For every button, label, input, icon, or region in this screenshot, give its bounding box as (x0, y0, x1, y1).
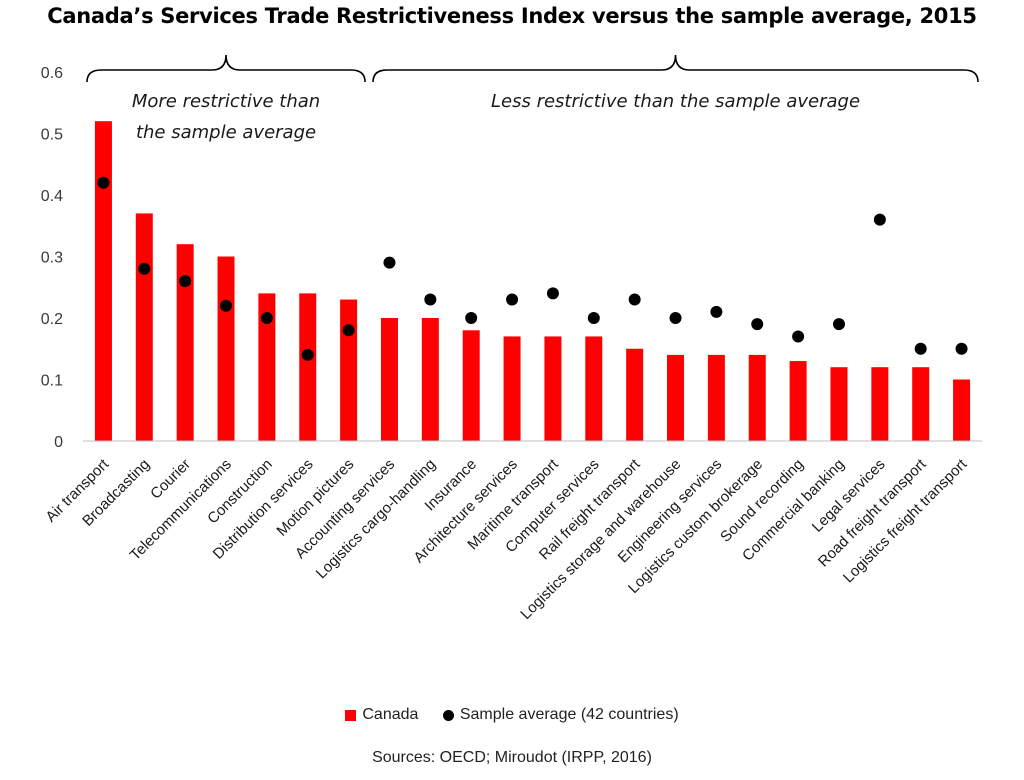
bar-computer-services (585, 336, 603, 441)
dot-logistics-cargo-handling (424, 293, 437, 306)
dot-road-freight-transport (914, 342, 927, 355)
annotation-text: Less restrictive than the sample average (491, 91, 860, 112)
bar-rail-freight-transport (626, 348, 644, 441)
dot-commercial-banking (832, 318, 845, 331)
bar-sound-recording (789, 361, 807, 441)
dot-rail-freight-transport (628, 293, 641, 306)
chart-title: Canada’s Services Trade Restrictiveness … (47, 4, 977, 28)
bar-insurance (462, 330, 480, 441)
bar-construction (258, 293, 276, 441)
bar-courier (176, 244, 194, 441)
bar-telecommunications (217, 256, 235, 441)
legend-label-canada: Canada (362, 706, 419, 723)
source-note: Sources: OECD; Miroudot (IRPP, 2016) (372, 749, 652, 766)
legend-dot-swatch (442, 709, 454, 721)
bar-accounting-services (380, 318, 398, 441)
bar-logistics-cargo-handling (421, 318, 439, 441)
bar-architecture-services (503, 336, 521, 441)
legend-bar-swatch (345, 709, 357, 721)
dot-distribution-services (301, 348, 314, 361)
chart-plot-area: More restrictive than the sample average L… (41, 54, 982, 623)
annotation-bracket (86, 54, 366, 83)
dot-courier (179, 275, 192, 288)
annotation-text: the sample average (136, 122, 316, 143)
dot-construction (260, 312, 273, 324)
bar-commercial-banking (830, 367, 848, 441)
bar-road-freight-transport (912, 367, 930, 441)
dot-computer-services (587, 312, 600, 324)
chart-legend: Canada Sample average (42 countries) (0, 706, 1024, 726)
dot-logistics-custom-brokerage (751, 318, 764, 331)
dot-maritime-transport (546, 287, 559, 300)
y-tick-label: 0.2 (41, 311, 63, 328)
bar-air-transport (94, 121, 112, 441)
bar-logistics-custom-brokerage (748, 354, 766, 441)
dot-insurance (465, 312, 478, 324)
bar-motion-pictures (340, 299, 358, 441)
dot-sound-recording (792, 330, 805, 343)
dot-engineering-services (710, 305, 723, 318)
bar-distribution-services (299, 293, 317, 441)
bar-broadcasting (135, 213, 153, 441)
annotation-text: More restrictive than (132, 91, 320, 112)
dot-broadcasting (138, 262, 151, 275)
y-tick-label: 0.4 (41, 188, 63, 205)
bar-logistics-storage-and-warehouse (667, 354, 685, 441)
y-tick-label: 0.5 (41, 127, 63, 144)
dot-motion-pictures (342, 324, 355, 337)
dot-architecture-services (506, 293, 519, 306)
y-tick-label: 0.6 (41, 65, 63, 82)
y-tick-label: 0 (54, 434, 63, 451)
bar-legal-services (871, 367, 889, 441)
dot-telecommunications (220, 299, 233, 312)
annotation-bracket (372, 54, 979, 83)
dot-air-transport (97, 176, 110, 189)
dot-logistics-freight-transport (955, 342, 968, 355)
y-tick-label: 0.3 (41, 250, 63, 267)
y-tick-label: 0.1 (41, 373, 63, 390)
legend-label-sample-average: Sample average (42 countries) (459, 706, 679, 723)
legend-item-canada: Canada (345, 706, 418, 724)
dot-accounting-services (383, 256, 396, 269)
dot-legal-services (873, 213, 886, 226)
bar-maritime-transport (544, 336, 562, 441)
bar-engineering-services (707, 354, 725, 441)
bar-logistics-freight-transport (953, 379, 971, 441)
dot-logistics-storage-and-warehouse (669, 312, 682, 324)
legend-item-sample-average: Sample average (42 countries) (442, 706, 679, 724)
